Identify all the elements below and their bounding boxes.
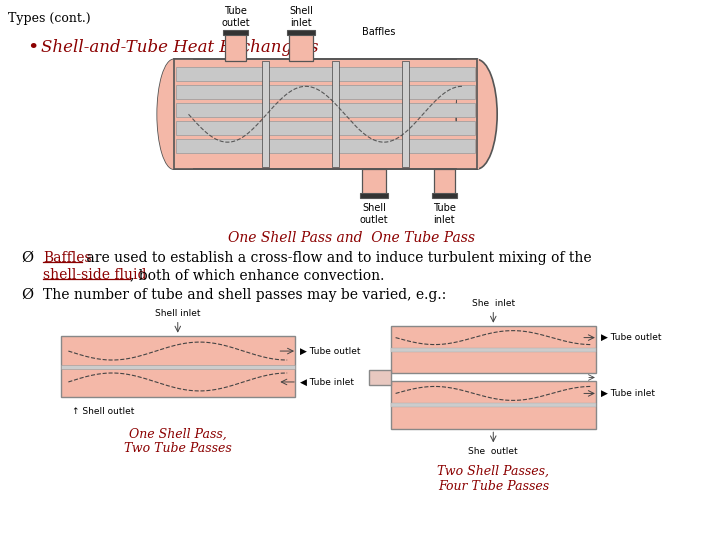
Text: , both of which enhance convection.: , both of which enhance convection. xyxy=(130,268,384,282)
Text: ↑ Shell outlet: ↑ Shell outlet xyxy=(72,407,135,416)
Text: Shell
inlet: Shell inlet xyxy=(289,6,312,28)
Bar xyxy=(176,139,474,153)
Bar xyxy=(369,369,391,386)
Text: Types (cont.): Types (cont.) xyxy=(8,11,91,24)
Text: Shell inlet: Shell inlet xyxy=(155,309,201,318)
Text: ◀ Tube inlet: ◀ Tube inlet xyxy=(300,377,354,387)
Bar xyxy=(332,62,339,167)
Bar xyxy=(176,85,474,99)
Bar xyxy=(287,30,315,36)
Bar xyxy=(391,381,596,429)
Bar xyxy=(176,68,474,82)
Text: She  outlet: She outlet xyxy=(469,447,518,456)
Bar xyxy=(432,193,457,198)
Text: One Shell Pass and  One Tube Pass: One Shell Pass and One Tube Pass xyxy=(228,231,475,245)
Text: Shell
outlet: Shell outlet xyxy=(360,203,388,225)
Bar xyxy=(174,59,477,169)
Text: Ø: Ø xyxy=(22,288,34,302)
Bar xyxy=(262,62,269,167)
Text: The number of tube and shell passes may be varied, e.g.:: The number of tube and shell passes may … xyxy=(43,288,446,302)
Ellipse shape xyxy=(157,59,191,169)
Text: Tube
outlet: Tube outlet xyxy=(221,6,250,28)
Ellipse shape xyxy=(456,59,498,169)
Text: Shell-and-Tube Heat Exchangers: Shell-and-Tube Heat Exchangers xyxy=(41,39,318,57)
Text: She  inlet: She inlet xyxy=(472,299,515,308)
Text: shell-side fluid: shell-side fluid xyxy=(43,268,146,282)
Bar xyxy=(433,169,455,197)
Bar xyxy=(174,59,194,169)
Text: are used to establish a cross-flow and to induce turbulent mixing of the: are used to establish a cross-flow and t… xyxy=(82,251,592,265)
Text: ▶ Tube inlet: ▶ Tube inlet xyxy=(600,389,654,398)
Bar xyxy=(361,193,388,198)
Bar xyxy=(174,59,477,169)
Bar xyxy=(222,30,248,36)
Bar xyxy=(402,62,409,167)
Bar xyxy=(176,103,474,117)
Bar xyxy=(457,59,479,169)
Bar xyxy=(391,326,596,374)
Bar xyxy=(289,33,312,62)
Bar xyxy=(60,335,295,397)
Bar xyxy=(391,403,596,407)
Bar xyxy=(176,121,474,135)
Text: Baffles: Baffles xyxy=(43,251,91,265)
Text: Baffles: Baffles xyxy=(362,28,396,37)
Bar xyxy=(60,364,295,368)
Text: One Shell Pass,
Two Tube Passes: One Shell Pass, Two Tube Passes xyxy=(124,427,232,455)
Text: Two Shell Passes,
Four Tube Passes: Two Shell Passes, Four Tube Passes xyxy=(437,465,549,493)
Bar xyxy=(391,348,596,352)
Ellipse shape xyxy=(157,59,191,169)
Text: ▶ Tube outlet: ▶ Tube outlet xyxy=(600,333,661,342)
Text: Tube
inlet: Tube inlet xyxy=(433,203,456,225)
Text: Ø: Ø xyxy=(22,251,34,265)
Bar xyxy=(362,169,386,197)
Text: ▶ Tube outlet: ▶ Tube outlet xyxy=(300,347,361,355)
Text: •: • xyxy=(27,39,39,57)
Bar xyxy=(225,33,246,62)
